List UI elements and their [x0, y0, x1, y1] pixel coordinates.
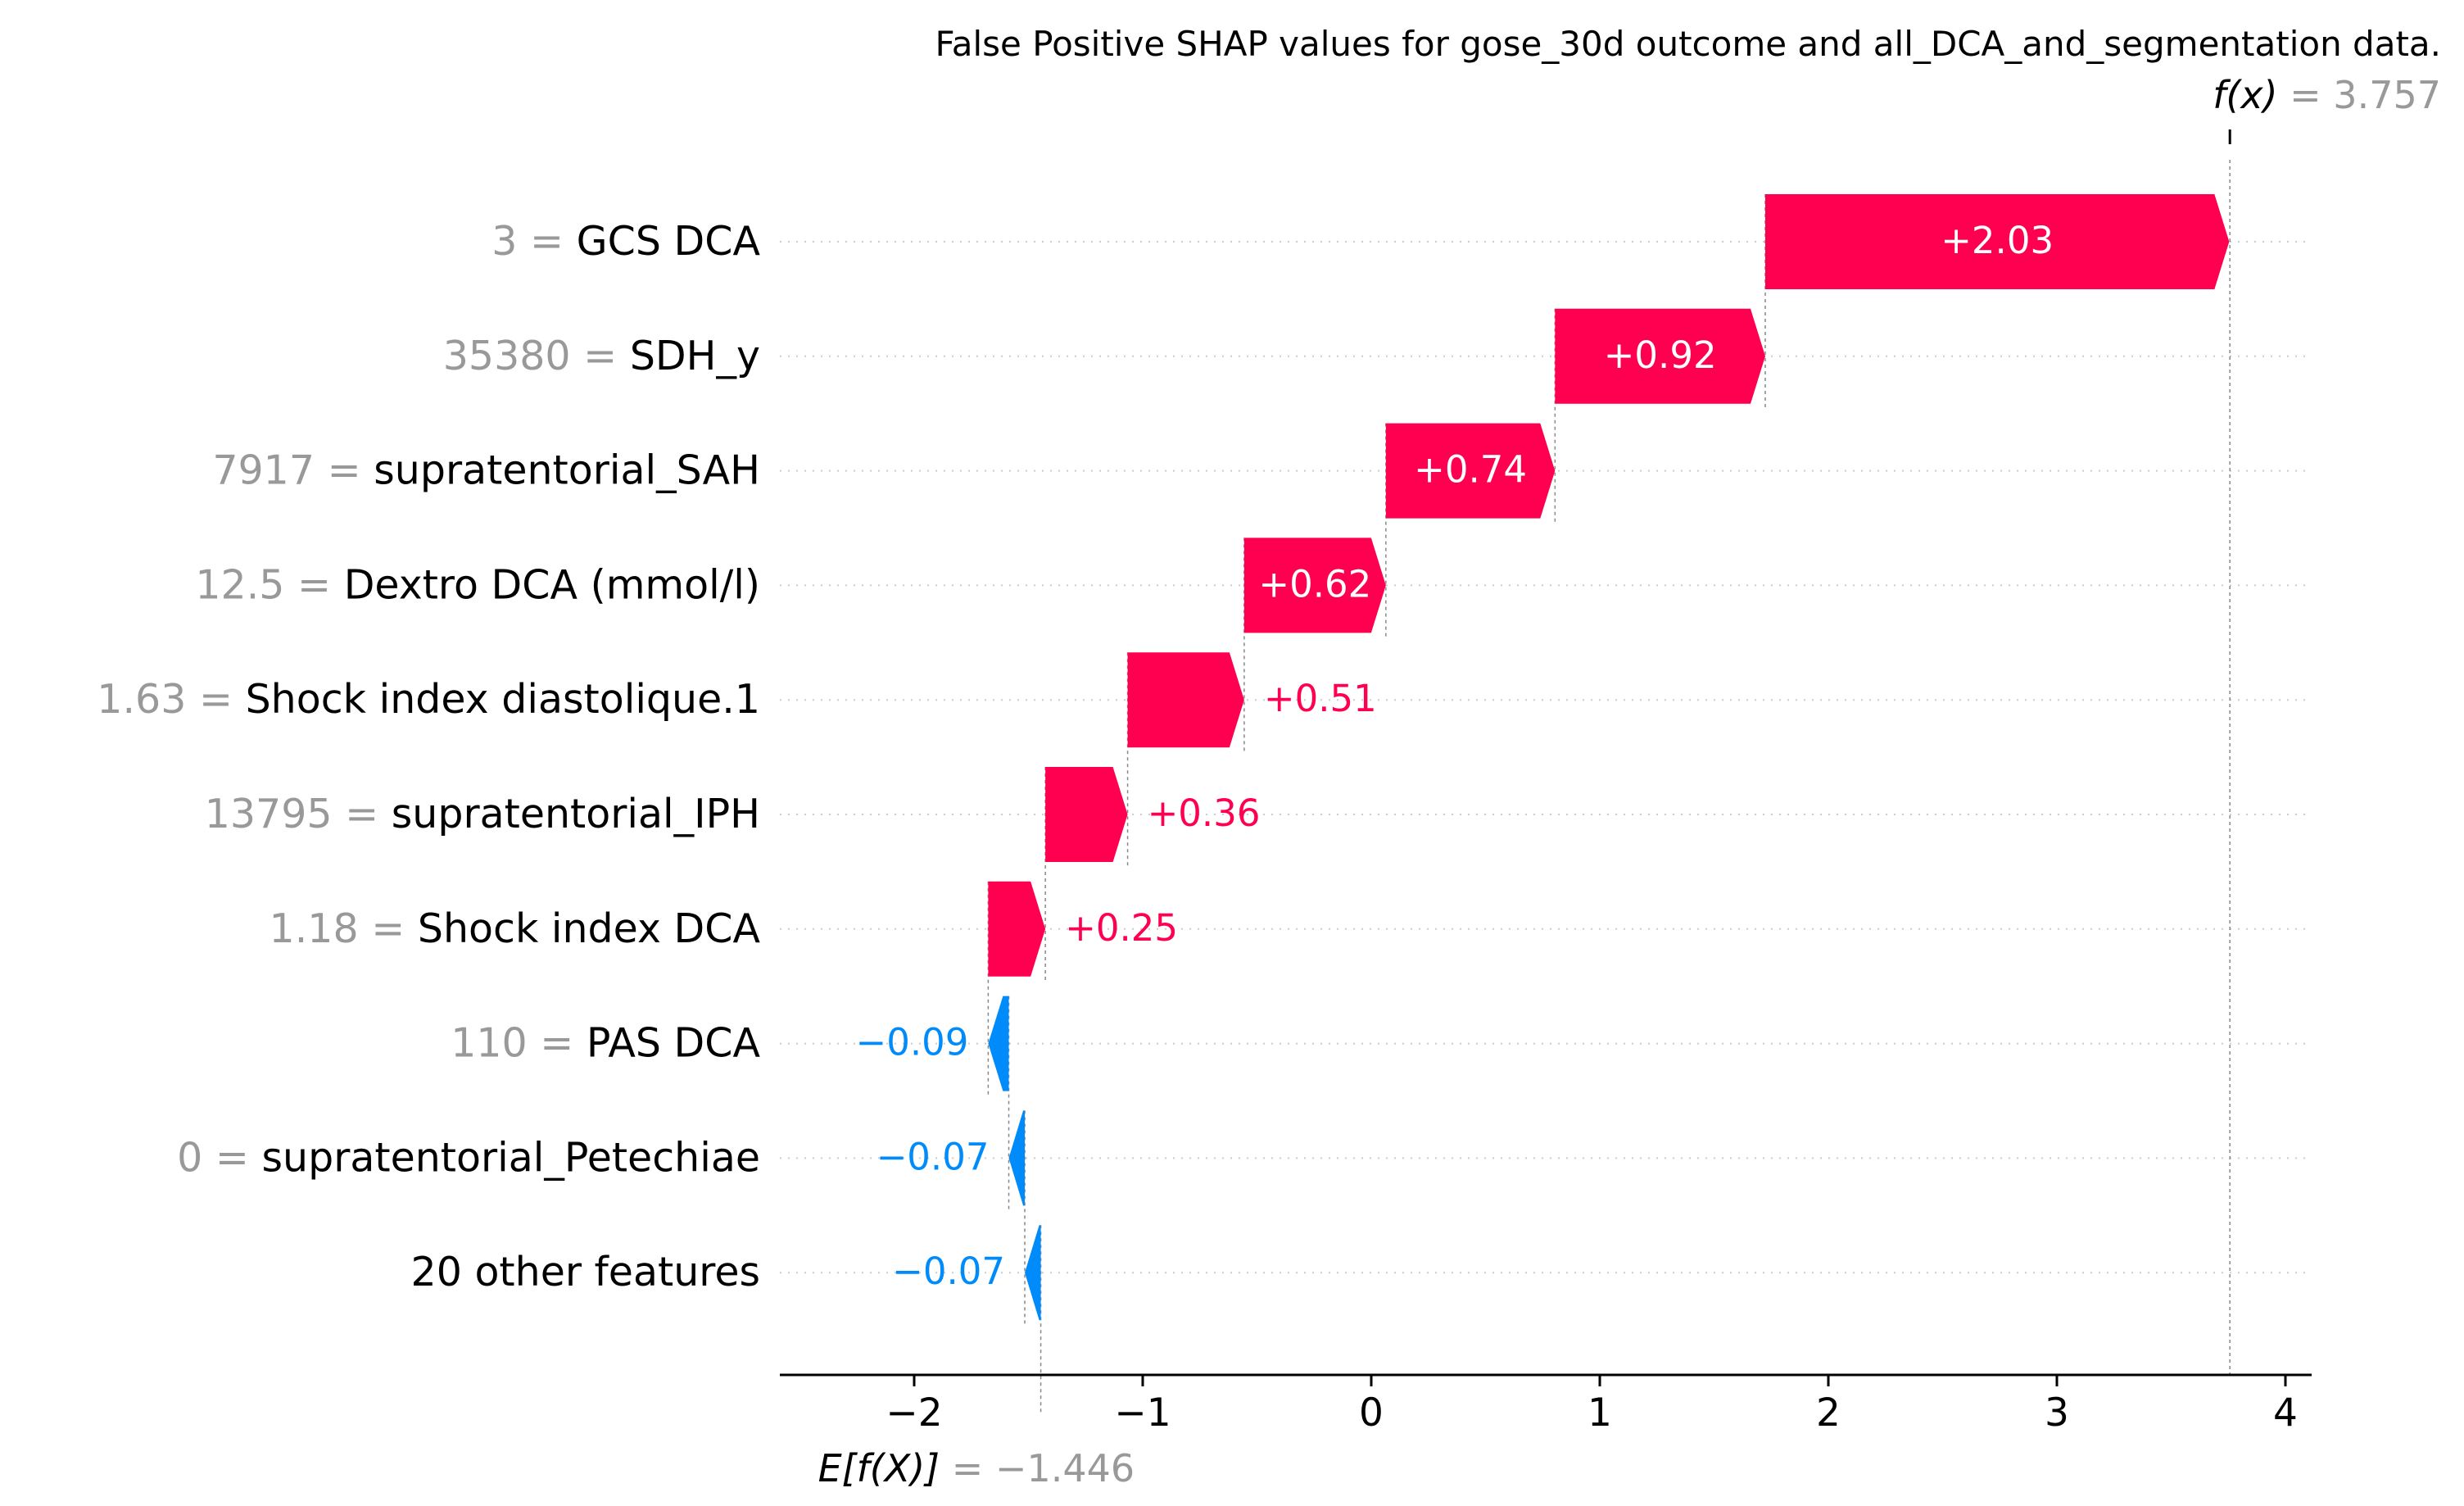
shap-bar — [1045, 767, 1128, 862]
x-tick-label: −1 — [1114, 1390, 1171, 1436]
bar-value-label: −0.07 — [892, 1250, 1005, 1293]
feature-value: 3 = — [491, 218, 576, 265]
bar-value-label: +0.25 — [1065, 906, 1178, 950]
feature-name: supratentorial_IPH — [392, 791, 760, 837]
feature-name: Shock index diastolique.1 — [246, 676, 760, 723]
bar-value-label: +2.03 — [1941, 219, 2054, 262]
feature-value: 7917 = — [212, 447, 374, 493]
x-axis: −2 −1 0 1 2 3 4 — [780, 1373, 2312, 1436]
feature-label: 13795 = supratentorial_IPH — [205, 791, 760, 837]
feature-name: Dextro DCA (mmol/l) — [344, 561, 760, 608]
feature-label: 7917 = supratentorial_SAH — [212, 447, 760, 493]
feature-value: 0 = — [177, 1134, 261, 1181]
chart-title: False Positive SHAP values for gose_30d … — [935, 24, 2441, 64]
x-tick-label: 3 — [2045, 1390, 2069, 1436]
shap-bar — [1025, 1225, 1041, 1321]
shap-bars: +2.03 +0.92 +0.74 +0.62 +0.51 +0.36 +0.25 −0.09… — [855, 194, 2230, 1321]
feature-labels: 3 = GCS DCA 35380 = SDH_y 7917 = supratent… — [97, 218, 760, 1295]
feature-name: SDH_y — [630, 332, 760, 379]
feature-label: 20 other features — [411, 1249, 760, 1295]
x-tick-label: 2 — [1816, 1390, 1841, 1436]
fx-annotation: f(x) = 3.757 — [2213, 73, 2441, 117]
efx-value: = −1.446 — [940, 1446, 1135, 1490]
feature-name: supratentorial_SAH — [374, 447, 760, 493]
shap-bar — [1127, 652, 1244, 748]
shap-bar — [988, 881, 1046, 977]
feature-label: 3 = GCS DCA — [491, 218, 760, 265]
fx-value: = 3.757 — [2278, 73, 2441, 117]
bar-value-label: +0.74 — [1414, 448, 1527, 492]
feature-name: Shock index DCA — [418, 905, 761, 951]
bar-value-label: +0.62 — [1258, 562, 1371, 606]
efx-annotation: E[f(X)] = −1.446 — [818, 1446, 1135, 1490]
feature-name: supratentorial_Petechiae — [262, 1134, 760, 1181]
shap-bar — [1764, 194, 2230, 289]
shap-bar — [1555, 308, 1765, 404]
feature-value: 110 = — [451, 1019, 587, 1066]
fx-label: f(x) = 3.757 — [2213, 73, 2441, 117]
feature-label: 35380 = SDH_y — [443, 332, 760, 379]
shap-bar — [988, 996, 1009, 1091]
x-tick-label: 1 — [1588, 1390, 1612, 1436]
fx-symbol: f(x) — [2213, 73, 2277, 117]
feature-name: 20 other features — [411, 1249, 760, 1295]
feature-label: 110 = PAS DCA — [451, 1019, 760, 1066]
x-tick-label: 4 — [2273, 1390, 2298, 1436]
bar-value-label: +0.92 — [1604, 333, 1717, 377]
x-tick-label: −2 — [886, 1390, 942, 1436]
efx-symbol: E[f(X)] — [818, 1446, 940, 1490]
x-tick-label: 0 — [1359, 1390, 1384, 1436]
shap-bar — [1385, 423, 1556, 519]
shap-bar — [1008, 1110, 1026, 1206]
shap-bar — [1243, 538, 1386, 633]
efx-label: E[f(X)] = −1.446 — [818, 1446, 1135, 1490]
feature-label: 12.5 = Dextro DCA (mmol/l) — [195, 561, 760, 608]
feature-value: 13795 = — [205, 791, 392, 837]
bar-value-label: +0.36 — [1148, 792, 1261, 835]
bar-value-label: −0.07 — [876, 1135, 990, 1178]
feature-name: PAS DCA — [587, 1019, 761, 1066]
feature-value: 1.18 = — [270, 905, 418, 951]
feature-value: 35380 = — [443, 332, 630, 379]
feature-label: 1.63 = Shock index diastolique.1 — [97, 676, 760, 723]
bar-value-label: +0.51 — [1264, 677, 1377, 720]
row-gridlines — [780, 241, 2312, 1274]
bar-value-label: −0.09 — [855, 1021, 968, 1064]
feature-name: GCS DCA — [577, 218, 761, 265]
feature-value: 1.63 = — [97, 676, 245, 723]
feature-label: 0 = supratentorial_Petechiae — [177, 1134, 760, 1181]
feature-value: 12.5 = — [195, 561, 343, 608]
feature-label: 1.18 = Shock index DCA — [270, 905, 761, 951]
